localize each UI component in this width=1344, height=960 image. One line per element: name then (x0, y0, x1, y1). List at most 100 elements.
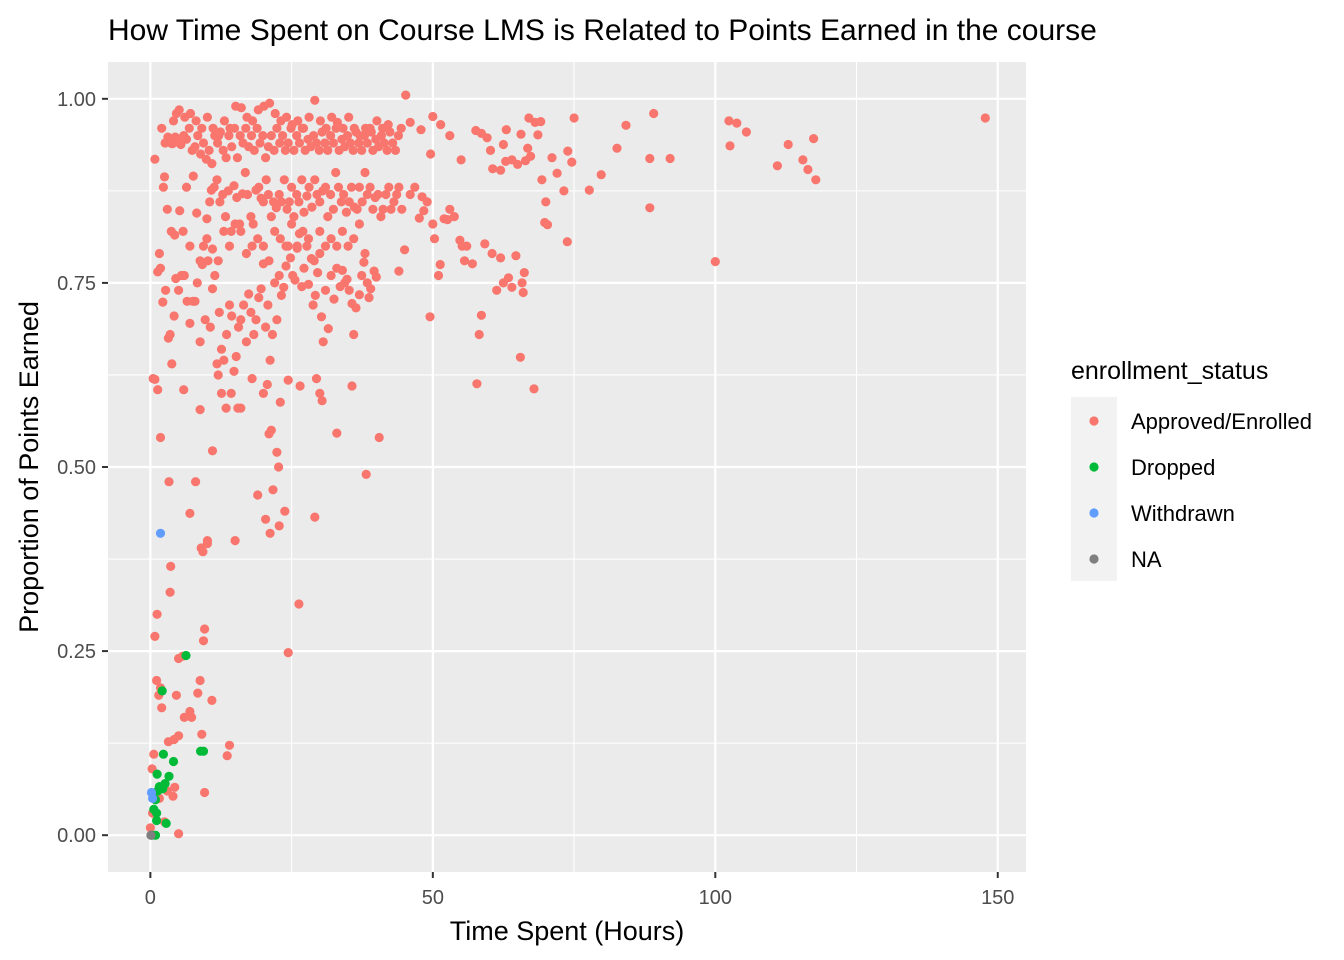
point-approved-enrolled (569, 113, 579, 123)
point-approved-enrolled (297, 175, 307, 185)
point-approved-enrolled (242, 189, 253, 200)
point-approved-enrolled (376, 212, 386, 222)
point-approved-enrolled (352, 204, 362, 214)
point-approved-enrolled (258, 241, 268, 251)
point-approved-enrolled (282, 204, 292, 214)
point-approved-enrolled (288, 270, 298, 281)
point-approved-enrolled (207, 446, 218, 456)
point-approved-enrolled (229, 181, 239, 191)
point-approved-enrolled (167, 359, 177, 369)
point-approved-enrolled (193, 688, 203, 698)
point-approved-enrolled (226, 388, 236, 398)
point-approved-enrolled (261, 175, 271, 185)
point-approved-enrolled (511, 251, 521, 261)
point-approved-enrolled (455, 235, 465, 245)
point-approved-enrolled (323, 212, 333, 222)
point-approved-enrolled (281, 112, 292, 122)
point-approved-enrolled (213, 370, 223, 380)
data-points (145, 90, 990, 840)
point-approved-enrolled (445, 131, 455, 141)
point-approved-enrolled (368, 204, 378, 214)
point-approved-enrolled (198, 241, 209, 251)
point-approved-enrolled (246, 307, 256, 317)
point-approved-enrolled (226, 226, 236, 236)
point-approved-enrolled (236, 315, 246, 325)
point-approved-enrolled (416, 125, 426, 135)
point-approved-enrolled (724, 116, 734, 126)
point-approved-enrolled (498, 139, 508, 150)
point-approved-enrolled (309, 131, 319, 141)
point-approved-enrolled (323, 145, 333, 155)
point-approved-enrolled (541, 197, 551, 207)
point-approved-enrolled (266, 131, 276, 141)
point-approved-enrolled (732, 118, 742, 128)
point-approved-enrolled (281, 241, 291, 251)
point-approved-enrolled (369, 266, 379, 276)
point-approved-enrolled (265, 355, 275, 365)
point-approved-enrolled (315, 248, 325, 259)
point-approved-enrolled (612, 143, 622, 153)
point-approved-enrolled (220, 212, 231, 222)
point-approved-enrolled (360, 248, 370, 259)
point-approved-enrolled (310, 175, 320, 185)
point-approved-enrolled (253, 234, 263, 244)
point-approved-enrolled (428, 111, 438, 122)
point-approved-enrolled (279, 175, 289, 185)
point-approved-enrolled (205, 322, 215, 332)
point-dropped (181, 650, 191, 661)
point-approved-enrolled (227, 311, 237, 321)
point-approved-enrolled (552, 168, 562, 178)
point-approved-enrolled (153, 385, 163, 395)
point-approved-enrolled (175, 206, 185, 216)
point-approved-enrolled (244, 289, 254, 299)
point-approved-enrolled (357, 145, 367, 155)
legend-key-na (1089, 554, 1099, 564)
point-approved-enrolled (227, 142, 237, 152)
point-approved-enrolled (197, 123, 207, 133)
point-approved-enrolled (302, 191, 312, 201)
point-approved-enrolled (214, 131, 224, 141)
point-approved-enrolled (337, 226, 347, 236)
point-approved-enrolled (209, 182, 219, 192)
point-approved-enrolled (278, 131, 288, 141)
point-approved-enrolled (249, 145, 259, 155)
point-approved-enrolled (297, 282, 307, 292)
point-approved-enrolled (332, 117, 342, 127)
point-approved-enrolled (366, 127, 376, 137)
point-approved-enrolled (501, 156, 511, 166)
point-approved-enrolled (285, 253, 296, 263)
point-approved-enrolled (198, 547, 208, 557)
point-approved-enrolled (384, 182, 394, 192)
point-approved-enrolled (388, 138, 398, 148)
point-withdrawn (155, 528, 166, 538)
point-approved-enrolled (320, 182, 331, 192)
point-approved-enrolled (524, 113, 534, 123)
point-approved-enrolled (236, 103, 246, 113)
point-approved-enrolled (224, 300, 235, 310)
point-approved-enrolled (645, 153, 655, 164)
point-approved-enrolled (519, 268, 529, 278)
point-approved-enrolled (255, 138, 265, 148)
point-approved-enrolled (321, 123, 331, 133)
point-approved-enrolled (389, 197, 399, 207)
point-approved-enrolled (584, 185, 594, 195)
point-approved-enrolled (155, 432, 166, 443)
point-approved-enrolled (280, 506, 290, 516)
point-approved-enrolled (204, 145, 214, 155)
point-approved-enrolled (152, 609, 162, 619)
point-approved-enrolled (248, 116, 258, 126)
point-approved-enrolled (562, 237, 572, 247)
point-approved-enrolled (261, 322, 271, 332)
point-approved-enrolled (314, 145, 324, 155)
point-approved-enrolled (258, 197, 268, 207)
point-approved-enrolled (365, 182, 375, 192)
point-dropped (152, 815, 162, 826)
point-approved-enrolled (292, 241, 302, 251)
point-approved-enrolled (182, 296, 192, 306)
point-approved-enrolled (294, 138, 305, 148)
point-approved-enrolled (323, 324, 333, 334)
point-approved-enrolled (410, 182, 420, 192)
point-approved-enrolled (185, 241, 195, 251)
point-approved-enrolled (307, 202, 317, 212)
point-approved-enrolled (315, 197, 325, 207)
